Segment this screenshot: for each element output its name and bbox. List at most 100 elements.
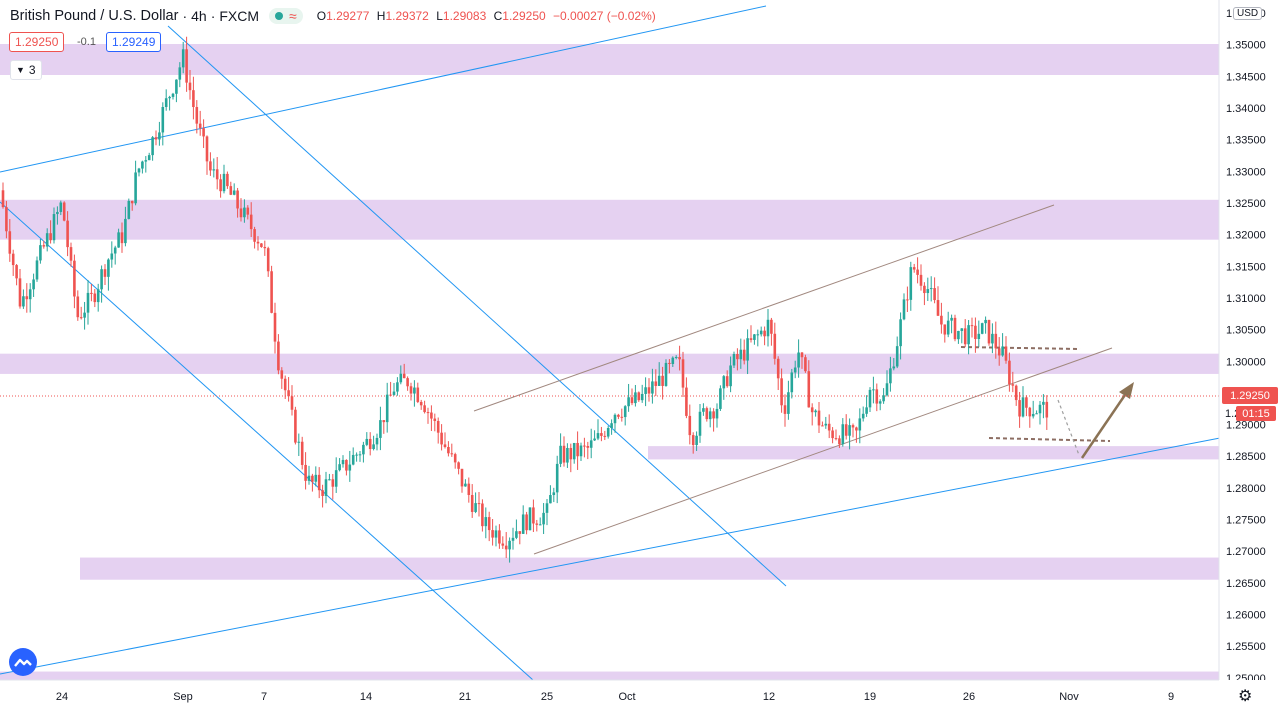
candle bbox=[511, 527, 515, 550]
x-tick-label: 14 bbox=[360, 691, 372, 703]
candle bbox=[504, 532, 508, 559]
candle bbox=[698, 404, 702, 443]
candle bbox=[902, 293, 906, 321]
candle bbox=[406, 376, 409, 391]
candle bbox=[117, 228, 120, 248]
candlestick-series bbox=[1, 36, 1049, 563]
candle bbox=[1001, 333, 1004, 357]
indicators-toggle[interactable]: ▼ 3 bbox=[10, 60, 42, 80]
candle bbox=[141, 160, 144, 174]
y-tick-label: 1.27500 bbox=[1226, 515, 1266, 527]
x-tick-label: 7 bbox=[261, 691, 267, 703]
candle bbox=[158, 121, 161, 146]
candle bbox=[725, 370, 729, 388]
candle bbox=[368, 432, 372, 456]
candle bbox=[426, 407, 430, 424]
channel-upper-line[interactable] bbox=[473, 204, 1055, 412]
candle bbox=[593, 430, 596, 441]
candle bbox=[93, 289, 97, 308]
candle bbox=[229, 181, 233, 196]
candle bbox=[980, 322, 984, 335]
sr-zone-1[interactable] bbox=[0, 44, 1219, 75]
trendline-lower-wide[interactable] bbox=[0, 437, 1221, 675]
trendline-down-right[interactable] bbox=[167, 25, 787, 587]
candle bbox=[501, 536, 505, 549]
market-status[interactable]: ≈ bbox=[269, 8, 303, 24]
trendline-down-left[interactable] bbox=[0, 201, 534, 681]
candle bbox=[549, 485, 552, 504]
candle bbox=[15, 264, 18, 286]
candle bbox=[712, 408, 715, 432]
candle bbox=[232, 183, 236, 196]
candle bbox=[334, 457, 338, 493]
candle bbox=[827, 414, 831, 439]
candle bbox=[518, 531, 522, 545]
candle bbox=[960, 328, 964, 344]
candle bbox=[300, 436, 304, 470]
interval-label[interactable]: 4h bbox=[191, 8, 207, 24]
candle bbox=[892, 357, 896, 371]
sr-zone-2[interactable] bbox=[0, 199, 1219, 240]
y-tick-label: 1.27000 bbox=[1226, 546, 1266, 558]
candle bbox=[831, 427, 834, 444]
candle bbox=[773, 322, 777, 365]
candle bbox=[256, 236, 260, 251]
currency-label[interactable]: USD bbox=[1233, 7, 1263, 20]
candle bbox=[215, 157, 219, 190]
candle bbox=[532, 499, 535, 532]
y-tick-label: 1.25500 bbox=[1226, 641, 1266, 653]
candle bbox=[467, 477, 471, 503]
candle bbox=[453, 452, 457, 469]
sr-zone-4[interactable] bbox=[648, 446, 1219, 460]
candle bbox=[627, 383, 630, 412]
candle bbox=[460, 468, 464, 493]
projection-arrow-up[interactable] bbox=[1080, 391, 1129, 459]
candle bbox=[610, 419, 613, 435]
candle bbox=[787, 380, 790, 420]
projection-down-dashed[interactable] bbox=[1057, 399, 1080, 456]
candle bbox=[674, 355, 678, 360]
y-tick-label: 1.31000 bbox=[1226, 293, 1266, 305]
y-tick-label: 1.34500 bbox=[1226, 71, 1266, 83]
trendline-upper-wide[interactable] bbox=[0, 5, 767, 173]
candle bbox=[953, 314, 957, 342]
candle bbox=[528, 507, 532, 531]
y-tick-label: 1.30500 bbox=[1226, 325, 1266, 337]
dashed-level-upper[interactable] bbox=[960, 346, 1081, 350]
candle bbox=[25, 283, 29, 313]
candle bbox=[185, 36, 188, 92]
candle bbox=[324, 471, 328, 504]
candle bbox=[606, 425, 610, 439]
channel-lower-line[interactable] bbox=[533, 347, 1113, 555]
candle bbox=[35, 256, 39, 282]
sell-price-button[interactable]: 1.29250 bbox=[9, 32, 65, 52]
candle bbox=[583, 437, 586, 458]
buy-price-button[interactable]: 1.29249 bbox=[106, 32, 162, 52]
candle bbox=[844, 414, 848, 440]
candle bbox=[906, 286, 909, 313]
candle bbox=[790, 368, 794, 399]
tradingview-logo-icon[interactable] bbox=[9, 648, 37, 676]
price-axis[interactable]: 1.250001.255001.260001.265001.270001.275… bbox=[1218, 0, 1280, 685]
candle bbox=[630, 388, 634, 406]
candle bbox=[270, 265, 273, 314]
candle bbox=[130, 200, 134, 211]
candle bbox=[209, 152, 212, 176]
candle bbox=[579, 442, 583, 462]
sr-zone-5[interactable] bbox=[80, 557, 1219, 580]
candle bbox=[562, 436, 566, 467]
candle bbox=[814, 409, 817, 417]
candle bbox=[515, 519, 518, 540]
time-axis[interactable]: 24 Sep 7 14 21 25 Oct 12 19 26 Nov 9 bbox=[0, 679, 1280, 709]
candle bbox=[545, 499, 549, 526]
sr-zone-3[interactable] bbox=[0, 353, 1219, 374]
gear-icon[interactable]: ⚙ bbox=[1238, 688, 1253, 705]
candle bbox=[708, 407, 712, 428]
symbol-name[interactable]: British Pound / U.S. Dollar bbox=[10, 8, 179, 24]
countdown-tag bbox=[1236, 406, 1276, 421]
candle bbox=[447, 441, 450, 457]
candle bbox=[73, 254, 76, 309]
dashed-level-lower[interactable] bbox=[988, 437, 1111, 442]
x-tick-label: 21 bbox=[459, 691, 471, 703]
